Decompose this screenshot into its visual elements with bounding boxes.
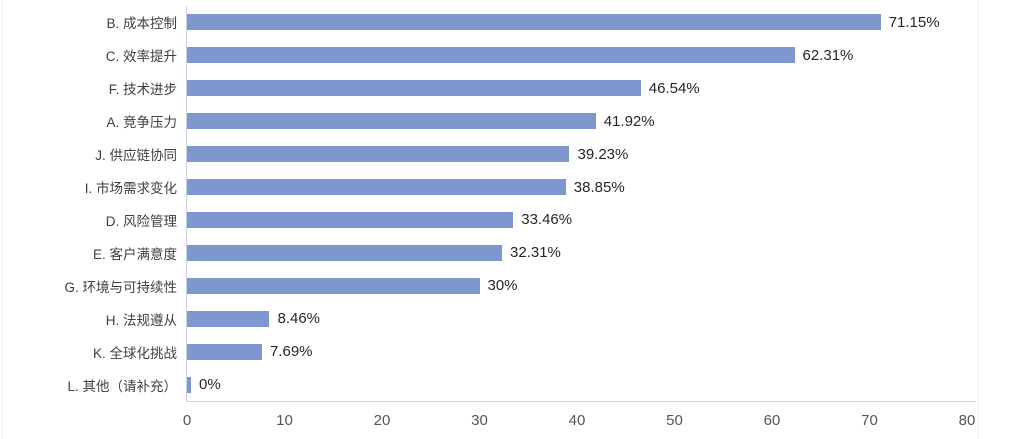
bar: [187, 14, 881, 31]
bar-track: 39.23%: [187, 145, 967, 163]
value-label: 32.31%: [510, 244, 561, 262]
category-label: G. 环境与可持续性: [64, 279, 177, 295]
chart-rows: B. 成本控制 71.15% C. 效率提升 62.31% F. 技术进步 46.54% A…: [0, 6, 967, 401]
bar: [187, 310, 270, 327]
chart-row: B. 成本控制 71.15%: [0, 6, 967, 39]
bar-track: 33.46%: [187, 211, 967, 229]
category-label: F. 技术进步: [108, 82, 177, 98]
value-label: 30%: [487, 277, 518, 295]
x-axis-tick-label: 0: [182, 412, 192, 429]
x-axis-tick-label: 20: [373, 412, 391, 429]
category-label: E. 客户满意度: [92, 246, 177, 262]
bar-track: 7.69%: [187, 343, 967, 361]
bar: [187, 211, 514, 228]
value-label: 39.23%: [577, 145, 629, 163]
chart-row: C. 效率提升 62.31%: [0, 39, 967, 72]
value-label: 71.15%: [888, 13, 940, 31]
x-axis-tick-label: 30: [471, 412, 488, 429]
category-label: L. 其他（请补充）: [67, 378, 177, 394]
bar: [187, 47, 795, 64]
bar-track: 32.31%: [187, 244, 967, 262]
bar: [187, 244, 503, 261]
bar: [187, 277, 480, 294]
left-frame-line: [2, 0, 3, 439]
x-axis-tick-label: 10: [276, 412, 293, 429]
category-label: K. 全球化挑战: [92, 345, 177, 361]
bar-track: 0%: [187, 376, 967, 394]
value-label: 33.46%: [521, 211, 573, 229]
value-label: 38.85%: [573, 178, 625, 196]
bar: [187, 146, 570, 163]
bar-track: 46.54%: [187, 79, 967, 97]
category-label: H. 法规遵从: [105, 312, 177, 328]
bar-track: 38.85%: [187, 178, 967, 196]
category-label: J. 供应链协同: [95, 148, 177, 164]
y-axis-line: [186, 6, 187, 402]
x-axis-tick-label: 80: [958, 412, 976, 429]
chart-row: G. 环境与可持续性 30%: [0, 269, 967, 302]
bar: [187, 113, 596, 130]
category-label: I. 市场需求变化: [84, 181, 177, 197]
value-label: 46.54%: [648, 79, 700, 97]
chart-row: H. 法规遵从 8.46%: [0, 302, 967, 335]
x-axis-tick-label: 60: [763, 412, 781, 429]
chart-row: F. 技术进步 46.54%: [0, 72, 967, 105]
chart-row: A. 竞争压力 41.92%: [0, 105, 967, 138]
category-label: A. 竞争压力: [106, 115, 177, 131]
bar-track: 62.31%: [187, 46, 967, 64]
chart-row: L. 其他（请补充） 0%: [0, 368, 967, 401]
bar: [187, 80, 641, 97]
x-axis-tick-label: 50: [666, 412, 683, 429]
bar: [187, 179, 566, 196]
category-label: B. 成本控制: [106, 16, 177, 32]
right-frame-line: [978, 0, 979, 439]
x-axis-tick-label: 40: [568, 412, 586, 429]
value-label: 8.46%: [277, 310, 321, 328]
bar-track: 8.46%: [187, 310, 967, 328]
chart-row: K. 全球化挑战 7.69%: [0, 335, 967, 368]
value-label: 62.31%: [802, 46, 854, 64]
value-label: 41.92%: [603, 112, 655, 130]
chart-row: J. 供应链协同 39.23%: [0, 138, 967, 171]
bar-track: 30%: [187, 277, 967, 295]
x-axis-line: [186, 401, 976, 402]
category-label: D. 风险管理: [105, 213, 177, 229]
x-axis-tick-label: 70: [861, 412, 878, 429]
bar: [187, 343, 262, 360]
value-label: 0%: [199, 376, 221, 394]
chart-row: D. 风险管理 33.46%: [0, 204, 967, 237]
chart-row: E. 客户满意度 32.31%: [0, 236, 967, 269]
bar-track: 71.15%: [187, 13, 967, 31]
bar-track: 41.92%: [187, 112, 967, 130]
value-label: 7.69%: [269, 343, 313, 361]
bar: [187, 376, 191, 393]
chart-row: I. 市场需求变化 38.85%: [0, 171, 967, 204]
category-label: C. 效率提升: [105, 49, 177, 65]
